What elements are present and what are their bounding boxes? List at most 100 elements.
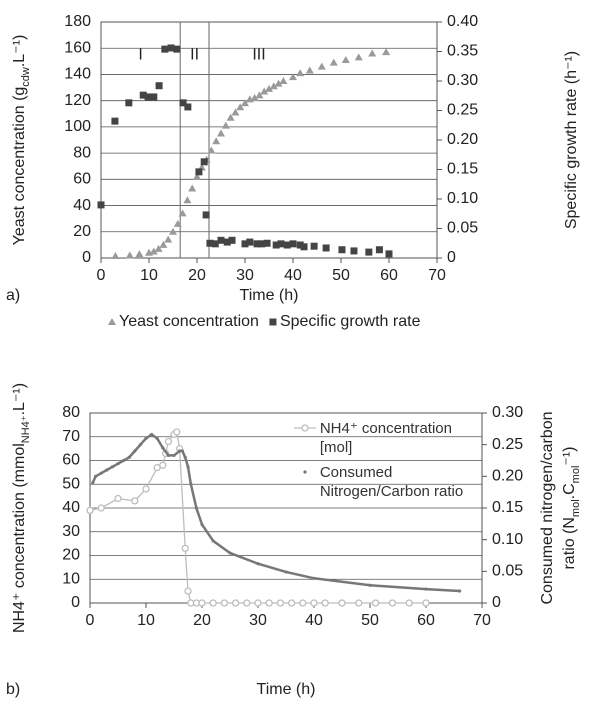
point (138, 443, 142, 447)
point (193, 172, 201, 180)
point (284, 570, 288, 574)
x-tick-label: 40 (305, 612, 323, 629)
x-tick-label: 70 (473, 612, 491, 629)
legend-swatch (293, 424, 316, 432)
point (150, 93, 158, 101)
point (355, 599, 363, 607)
point (189, 482, 193, 486)
point (133, 449, 137, 453)
point (114, 494, 122, 503)
point (164, 437, 173, 446)
point (155, 82, 163, 90)
point (186, 465, 190, 469)
point (220, 599, 229, 607)
point (97, 201, 105, 209)
y2-tick-label: 0.15 (492, 499, 523, 516)
point (206, 239, 214, 247)
x-tick-label: 60 (380, 267, 398, 284)
point (184, 103, 192, 111)
y-tick-label: 20 (62, 547, 80, 564)
y-axis-label: Yeast concentration (gcdw.L⁻¹) (11, 35, 32, 246)
point (149, 247, 158, 255)
point (385, 250, 393, 258)
x-tick-label: 20 (188, 267, 206, 284)
point (329, 58, 338, 66)
y-tick-label: 70 (62, 428, 80, 445)
y2-tick-label: 0.15 (447, 161, 478, 178)
x-axis-label-part: Time (h) (240, 287, 299, 304)
point (277, 240, 285, 248)
y-axis-label-part: .L⁻¹) (11, 35, 28, 67)
point (305, 66, 314, 74)
point (289, 240, 297, 248)
point (161, 446, 165, 450)
point (231, 108, 240, 116)
y-tick-label: 0 (71, 594, 80, 611)
y2-axis-label-part: Specific growth rate (h⁻¹) (563, 51, 580, 229)
y-axis-label-part: .L⁻¹) (11, 383, 28, 415)
point (405, 599, 413, 607)
point (110, 465, 114, 469)
y2-axis-label: Specific growth rate (h⁻¹) (563, 51, 580, 229)
point (269, 318, 277, 326)
phase-label: II (190, 46, 199, 63)
point (388, 599, 397, 607)
legend-item: NH4⁺ concentration [mol] (293, 419, 474, 457)
point (458, 589, 462, 593)
point (303, 470, 307, 474)
point (250, 94, 259, 102)
legend: NH4⁺ concentration [mol] Consumed Nitroge… (293, 419, 474, 507)
x-tick-label: 60 (417, 612, 435, 629)
point (258, 240, 266, 248)
point (375, 246, 383, 254)
point (241, 99, 249, 107)
point (167, 44, 175, 52)
point (173, 219, 182, 227)
point (276, 599, 285, 607)
point (195, 168, 203, 176)
legend-label: NH4⁺ concentration [mol] (319, 420, 452, 456)
point (91, 481, 95, 485)
point (164, 235, 173, 243)
y2-tick-label: 0.05 (492, 563, 523, 580)
point (310, 242, 318, 250)
x-tick-label: 10 (137, 612, 155, 629)
plot-frame (100, 21, 438, 259)
point (202, 211, 210, 219)
point (139, 91, 147, 99)
legend-swatch (303, 470, 307, 474)
y2-axis-label: ratio (Nmol.Cmol⁻¹) (561, 446, 582, 569)
point (296, 241, 304, 249)
y-tick-label: 0 (82, 249, 91, 266)
point (144, 93, 152, 101)
point (321, 599, 329, 607)
point (274, 79, 283, 87)
y2-tick-label: 0 (492, 594, 501, 611)
point (211, 240, 219, 248)
point (178, 209, 187, 217)
y2-tick-label: 0.30 (447, 72, 478, 89)
y-axis-label-part: cdw (20, 67, 32, 87)
point (154, 244, 163, 252)
y-tick-label: 30 (62, 523, 80, 540)
point (217, 236, 225, 244)
point (178, 449, 182, 453)
point (231, 599, 240, 607)
point (287, 599, 296, 607)
point (172, 453, 176, 458)
point (173, 428, 181, 436)
point (86, 506, 94, 515)
x-axis-label: Time (h) (240, 287, 299, 304)
y-axis-label-part: NH4⁺ concentration (mmol (11, 443, 28, 633)
point (265, 599, 273, 607)
y-tick-label: 80 (62, 404, 80, 421)
point (131, 497, 139, 505)
y-tick-label: 100 (64, 118, 91, 135)
point (279, 77, 288, 84)
point (198, 599, 206, 607)
panel-label: b) (6, 681, 20, 698)
legend-label: Consumed Nitrogen/Carbon ratio (319, 464, 464, 500)
point (269, 82, 278, 90)
y-tick-label: 40 (62, 499, 80, 516)
